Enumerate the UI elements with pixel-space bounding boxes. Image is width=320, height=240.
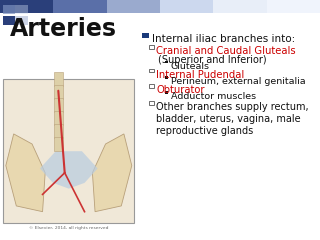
Bar (3, 5, 15, 14)
Text: © Elsevier, 2014, all rights reserved: © Elsevier, 2014, all rights reserved (29, 226, 108, 230)
Bar (0, 0, 53, 13)
Bar (15, 16, 28, 25)
Bar (3, 16, 15, 25)
Bar (160, 0, 213, 13)
Bar (213, 0, 267, 13)
Bar (267, 0, 320, 13)
Text: (Superior and Inferior): (Superior and Inferior) (158, 55, 267, 65)
Bar (53, 137, 63, 151)
Text: Internal iliac branches into:: Internal iliac branches into: (152, 34, 295, 44)
Bar (149, 45, 154, 49)
Text: Obturator: Obturator (156, 85, 205, 95)
Polygon shape (6, 134, 45, 212)
Text: Gluteals: Gluteals (171, 62, 210, 71)
Bar (149, 69, 154, 72)
Text: Other branches supply rectum,
bladder, uterus, vagina, male
reproductive glands: Other branches supply rectum, bladder, u… (156, 102, 309, 136)
Bar (149, 84, 154, 88)
Text: Perineum, external genitalia: Perineum, external genitalia (171, 77, 305, 86)
Text: Internal Pudendal: Internal Pudendal (156, 70, 245, 80)
Bar (165, 61, 168, 63)
Bar (53, 111, 63, 125)
Bar (149, 101, 154, 105)
Bar (3, 79, 134, 223)
Text: Arteries: Arteries (10, 17, 116, 41)
Bar (165, 91, 168, 94)
Polygon shape (40, 151, 98, 189)
Text: Cranial and Caudal Gluteals: Cranial and Caudal Gluteals (156, 46, 296, 56)
Bar (165, 76, 168, 79)
Bar (142, 33, 149, 38)
Bar (107, 0, 160, 13)
Bar (53, 85, 63, 99)
Text: Adductor muscles: Adductor muscles (171, 92, 256, 101)
Bar (53, 124, 63, 138)
Polygon shape (92, 134, 132, 212)
Bar (53, 72, 63, 86)
Bar (15, 5, 28, 14)
Bar (53, 98, 63, 112)
Bar (53, 0, 107, 13)
